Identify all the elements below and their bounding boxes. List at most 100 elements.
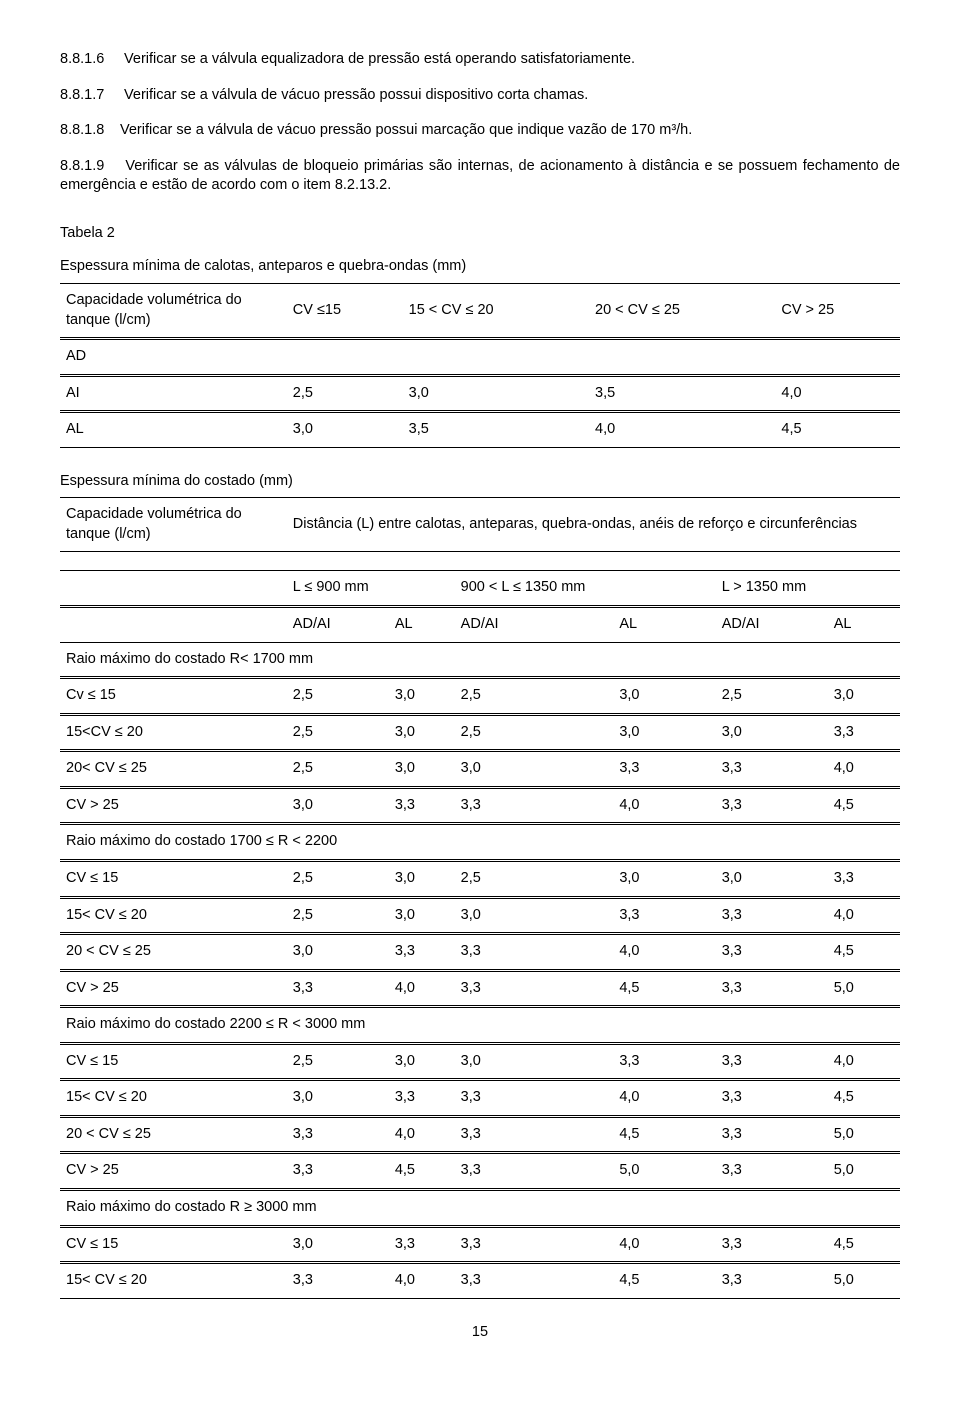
cell: 15< CV ≤ 20 xyxy=(60,1080,287,1117)
section-header-row: Raio máximo do costado R< 1700 mm xyxy=(60,642,900,678)
table-row: 15< CV ≤ 202,53,03,03,33,34,0 xyxy=(60,897,900,934)
cell: 20 < CV ≤ 25 xyxy=(60,934,287,971)
cell: 3,0 xyxy=(287,412,403,448)
cell: 5,0 xyxy=(828,1153,900,1190)
paragraph-8818: 8.8.1.8Verificar se a válvula de vácuo p… xyxy=(60,121,900,141)
cell: 15< CV ≤ 20 xyxy=(60,897,287,934)
cell: 3,0 xyxy=(828,678,900,715)
table-row: CV > 253,03,33,34,03,34,5 xyxy=(60,787,900,824)
para-num: 8.8.1.7 xyxy=(60,86,120,106)
cell: 3,3 xyxy=(828,714,900,751)
cell: CV ≤ 15 xyxy=(60,1043,287,1080)
cell: 4,5 xyxy=(613,1116,715,1153)
cell: 4,0 xyxy=(613,787,715,824)
cell: 3,0 xyxy=(389,714,455,751)
section-header-cell: Raio máximo do costado 2200 ≤ R < 3000 m… xyxy=(60,1007,900,1044)
header-cell: AD/AI xyxy=(455,607,614,643)
cell: 3,3 xyxy=(716,934,828,971)
cell: 3,3 xyxy=(455,1153,614,1190)
cell: 4,5 xyxy=(389,1153,455,1190)
cell: 2,5 xyxy=(455,678,614,715)
header-cell: Distância (L) entre calotas, anteparas, … xyxy=(287,498,900,552)
tabela3-body: L ≤ 900 mm 900 < L ≤ 1350 mm L > 1350 mm… xyxy=(60,570,900,1298)
cell: 15<CV ≤ 20 xyxy=(60,714,287,751)
header-cell: 20 < CV ≤ 25 xyxy=(589,283,775,338)
cell: 3,3 xyxy=(455,1116,614,1153)
cell: 3,0 xyxy=(287,1080,389,1117)
section-header-cell: Raio máximo do costado R ≥ 3000 mm xyxy=(60,1190,900,1227)
section-header-cell: Raio máximo do costado R< 1700 mm xyxy=(60,642,900,678)
cell: AL xyxy=(60,412,287,448)
cell: 4,5 xyxy=(775,412,900,448)
cell: 3,3 xyxy=(287,970,389,1007)
cell: Cv ≤ 15 xyxy=(60,678,287,715)
cell: CV > 25 xyxy=(60,787,287,824)
table-row: 15< CV ≤ 203,03,33,34,03,34,5 xyxy=(60,1080,900,1117)
cell: 5,0 xyxy=(828,1263,900,1299)
cell: 3,0 xyxy=(389,1043,455,1080)
cell: AI xyxy=(60,375,287,412)
cell: 3,3 xyxy=(389,1226,455,1263)
table-row: 15<CV ≤ 202,53,02,53,03,03,3 xyxy=(60,714,900,751)
cell: 3,3 xyxy=(287,1153,389,1190)
cell: CV > 25 xyxy=(60,1153,287,1190)
cell: 2,5 xyxy=(716,678,828,715)
cell: 4,0 xyxy=(828,1043,900,1080)
cell: 5,0 xyxy=(613,1153,715,1190)
cell: 4,0 xyxy=(589,412,775,448)
cell: 3,0 xyxy=(403,375,589,412)
cell xyxy=(589,339,775,376)
table-row: AD/AI AL AD/AI AL AD/AI AL xyxy=(60,607,900,643)
header-cell: 15 < CV ≤ 20 xyxy=(403,283,589,338)
cell: 3,0 xyxy=(455,751,614,788)
cell: 3,3 xyxy=(287,1116,389,1153)
cell: 4,5 xyxy=(828,1226,900,1263)
empty-cell xyxy=(60,571,287,607)
cell: 3,3 xyxy=(828,860,900,897)
cell: 3,3 xyxy=(613,751,715,788)
cell: 3,0 xyxy=(455,897,614,934)
cell: 3,0 xyxy=(389,678,455,715)
cell: 4,5 xyxy=(828,787,900,824)
table-row: AL 3,0 3,5 4,0 4,5 xyxy=(60,412,900,448)
cell: 3,0 xyxy=(287,787,389,824)
header-cell: CV ≤15 xyxy=(287,283,403,338)
cell: 3,3 xyxy=(455,1226,614,1263)
para-num: 8.8.1.8 xyxy=(60,121,120,141)
cell: 15< CV ≤ 20 xyxy=(60,1263,287,1299)
cell: 20 < CV ≤ 25 xyxy=(60,1116,287,1153)
section-header-row: Raio máximo do costado 2200 ≤ R < 3000 m… xyxy=(60,1007,900,1044)
cell: CV ≤ 15 xyxy=(60,1226,287,1263)
cell: CV > 25 xyxy=(60,970,287,1007)
cell: 3,3 xyxy=(716,787,828,824)
tabela3-header: Capacidade volumétrica do tanque (l/cm) … xyxy=(60,497,900,552)
cell: 3,5 xyxy=(589,375,775,412)
para-text: Verificar se as válvulas de bloqueio pri… xyxy=(60,158,900,194)
cell: 3,3 xyxy=(716,1043,828,1080)
header-cell: AL xyxy=(389,607,455,643)
header-cell: L ≤ 900 mm xyxy=(287,571,455,607)
cell: 20< CV ≤ 25 xyxy=(60,751,287,788)
table-row: 20 < CV ≤ 253,03,33,34,03,34,5 xyxy=(60,934,900,971)
header-cell: AD/AI xyxy=(716,607,828,643)
para-text: Verificar se a válvula de vácuo pressão … xyxy=(120,122,692,138)
cell xyxy=(775,339,900,376)
table-row: CV ≤ 153,03,33,34,03,34,5 xyxy=(60,1226,900,1263)
table-row: 20 < CV ≤ 253,34,03,34,53,35,0 xyxy=(60,1116,900,1153)
cell: 4,0 xyxy=(828,897,900,934)
table-row: Capacidade volumétrica do tanque (l/cm) … xyxy=(60,283,900,338)
header-cell: 900 < L ≤ 1350 mm xyxy=(455,571,716,607)
cell: 4,0 xyxy=(613,934,715,971)
cell: 3,3 xyxy=(613,897,715,934)
cell: 4,0 xyxy=(775,375,900,412)
tabela2: Capacidade volumétrica do tanque (l/cm) … xyxy=(60,283,900,448)
table-row: CV > 253,34,53,35,03,35,0 xyxy=(60,1153,900,1190)
cell: 3,0 xyxy=(716,714,828,751)
cell: 3,3 xyxy=(716,970,828,1007)
cell: 3,3 xyxy=(455,1263,614,1299)
table-row: Cv ≤ 152,53,02,53,02,53,0 xyxy=(60,678,900,715)
cell: 3,3 xyxy=(287,1263,389,1299)
table-row: 20< CV ≤ 252,53,03,03,33,34,0 xyxy=(60,751,900,788)
section-header-row: Raio máximo do costado R ≥ 3000 mm xyxy=(60,1190,900,1227)
cell: 3,0 xyxy=(389,860,455,897)
